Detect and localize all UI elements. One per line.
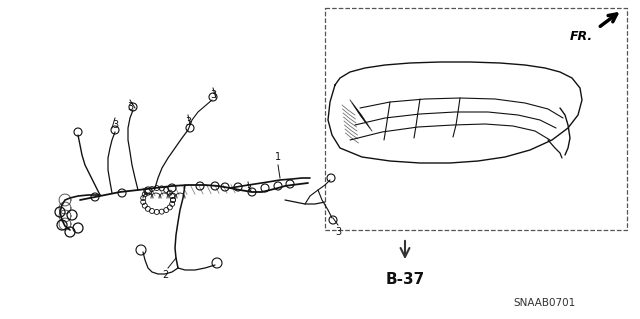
Text: 3: 3 (210, 90, 216, 100)
Text: 3: 3 (112, 120, 118, 130)
Text: 2: 2 (162, 270, 168, 280)
Text: 3: 3 (245, 184, 251, 194)
Text: SNAAB0701: SNAAB0701 (514, 298, 576, 308)
Text: B-37: B-37 (385, 272, 424, 287)
Text: 3: 3 (335, 227, 341, 237)
Text: 3: 3 (185, 117, 191, 127)
Text: 3: 3 (127, 102, 133, 112)
Text: 1: 1 (275, 152, 281, 162)
Text: FR.: FR. (570, 30, 593, 43)
